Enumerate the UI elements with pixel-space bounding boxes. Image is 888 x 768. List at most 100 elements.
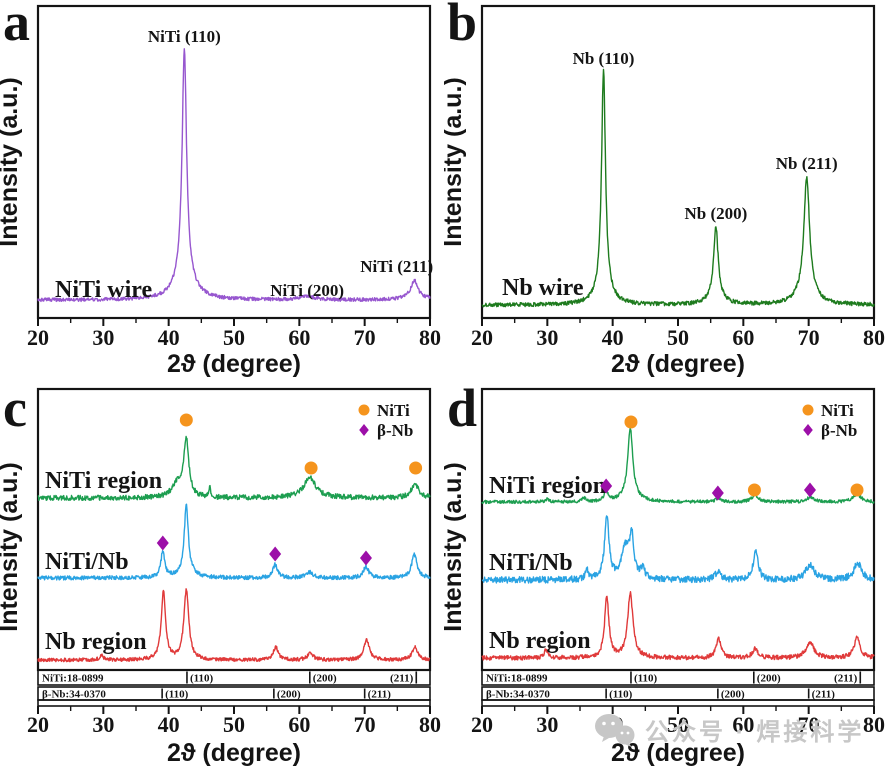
trace-nb-region — [37, 588, 431, 663]
x-tick-label: 60 — [732, 712, 754, 737]
y-axis-title: Intensity (a.u.) — [444, 77, 467, 246]
region-label: NiTi/Nb — [489, 550, 573, 576]
x-tick-label: 70 — [354, 712, 376, 737]
peak-label: Nb (200) — [684, 204, 747, 223]
ref-row-label: β-Nb:34-0370 — [486, 689, 550, 701]
x-tick-label: 20 — [471, 325, 493, 350]
ref-row-hkl-label: (200) — [721, 689, 745, 701]
panel-letter: b — [447, 0, 477, 52]
niti-marker-circle — [179, 413, 193, 427]
x-tick-label: 50 — [667, 325, 689, 350]
ref-row-hkl-label: (211) — [390, 673, 414, 685]
axis-strip-frame — [481, 699, 875, 707]
niti-marker-circle — [409, 461, 423, 475]
ref-row-hkl-label: (211) — [834, 673, 858, 685]
trace-nb-region — [481, 591, 875, 661]
niti-marker-circle — [304, 461, 318, 475]
beta-nb-marker-diamond — [803, 482, 816, 498]
trace-niti-region — [481, 427, 875, 505]
beta-nb-marker-diamond — [269, 546, 282, 562]
y-axis-title: Intensity (a.u.) — [444, 462, 467, 631]
beta-nb-marker-diamond — [600, 478, 613, 494]
trace-niti-region — [37, 435, 431, 501]
beta-nb-marker-diamond — [359, 424, 369, 436]
region-label: NiTi region — [489, 473, 606, 499]
niti-marker-circle — [802, 404, 814, 416]
x-tick-label: 60 — [732, 325, 754, 350]
x-tick-label: 50 — [667, 712, 689, 737]
ref-row-label: NiTi:18-0899 — [42, 673, 104, 685]
x-tick-label: 20 — [27, 325, 49, 350]
beta-nb-marker-diamond — [803, 424, 813, 436]
sample-annotation: NiTi wire — [55, 277, 152, 303]
x-tick-label: 60 — [288, 712, 310, 737]
ref-row-label: NiTi:18-0899 — [486, 673, 548, 685]
x-axis-title: 2ϑ (degree) — [167, 739, 301, 767]
panel-d: 20 30 40 50 60 70 80 2ϑ (degree) Intensity (a.u.… — [444, 380, 888, 768]
ref-row-label: β-Nb:34-0370 — [42, 689, 106, 701]
x-tick-label: 80 — [863, 712, 885, 737]
reference-row-frame — [481, 669, 875, 686]
legend-label: β-Nb — [821, 421, 857, 440]
trace-niti-nb — [37, 503, 431, 581]
x-tick-label: 80 — [419, 325, 441, 350]
peak-label: Nb (110) — [573, 49, 635, 68]
niti-marker-circle — [624, 415, 638, 429]
ref-row-hkl-label: (200) — [757, 673, 781, 685]
y-axis-title: Intensity (a.u.) — [0, 462, 23, 631]
legend-label: NiTi — [377, 401, 410, 420]
peak-label: NiTi (110) — [148, 27, 221, 46]
panel-letter: c — [3, 380, 27, 438]
xrd-plot-d: 20 30 40 50 60 70 80 2ϑ (degree) Intensity (a.u.… — [444, 380, 885, 767]
niti-marker-circle — [850, 483, 864, 497]
ref-row-hkl-label: (200) — [277, 689, 301, 701]
axis-strip-frame — [37, 699, 431, 707]
plot-frame — [36, 387, 432, 672]
ref-row-hkl-label: (200) — [313, 673, 337, 685]
xrd-plot-a: 20 30 40 50 60 70 80 2ϑ (degree) Intensity (a.u.… — [0, 0, 441, 378]
peak-label: NiTi (200) — [270, 281, 344, 300]
beta-nb-marker-diamond — [156, 535, 169, 551]
x-tick-label: 50 — [223, 325, 245, 350]
x-tick-label: 30 — [92, 712, 114, 737]
legend-label: β-Nb — [377, 421, 413, 440]
x-tick-label: 30 — [536, 325, 558, 350]
ref-row-hkl-label: (211) — [368, 689, 392, 701]
region-label: NiTi/Nb — [45, 549, 129, 575]
x-tick-label: 60 — [288, 325, 310, 350]
trace-niti-wire — [37, 48, 431, 303]
beta-nb-marker-diamond — [359, 550, 372, 566]
region-label: NiTi region — [45, 468, 162, 494]
legend-label: NiTi — [821, 401, 854, 420]
x-tick-label: 40 — [158, 325, 180, 350]
x-tick-label: 70 — [798, 712, 820, 737]
ref-row-hkl-label: (110) — [190, 673, 214, 685]
trace-niti-nb — [481, 515, 875, 584]
niti-marker-circle — [747, 483, 761, 497]
x-tick-label: 80 — [863, 325, 885, 350]
x-axis-title: 2ϑ (degree) — [611, 350, 745, 378]
x-tick-label: 70 — [354, 325, 376, 350]
x-tick-label: 80 — [419, 712, 441, 737]
xrd-plot-b: 20 30 40 50 60 70 80 2ϑ (degree) Intensity (a.u.… — [444, 0, 885, 378]
ref-row-hkl-label: (211) — [812, 689, 836, 701]
y-axis-title: Intensity (a.u.) — [0, 77, 23, 246]
x-tick-label: 40 — [158, 712, 180, 737]
niti-marker-circle — [358, 404, 370, 416]
x-axis-title: 2ϑ (degree) — [611, 739, 745, 767]
xrd-plot-c: 20 30 40 50 60 70 80 2ϑ (degree) Intensity (a.u.… — [0, 380, 441, 767]
x-tick-label: 40 — [602, 325, 624, 350]
x-axis-title: 2ϑ (degree) — [167, 350, 301, 378]
x-tick-label: 70 — [798, 325, 820, 350]
x-tick-label: 40 — [602, 712, 624, 737]
region-label: Nb region — [489, 628, 591, 654]
panel-a: 20 30 40 50 60 70 80 2ϑ (degree) Intensity (a.u.… — [0, 0, 444, 380]
panel-c: 20 30 40 50 60 70 80 2ϑ (degree) Intensity (a.u.… — [0, 380, 444, 768]
x-tick-label: 20 — [471, 712, 493, 737]
x-tick-label: 30 — [536, 712, 558, 737]
trace-nb-wire — [481, 68, 875, 308]
ref-row-hkl-label: (110) — [609, 689, 633, 701]
beta-nb-marker-diamond — [711, 485, 724, 501]
panel-b: 20 30 40 50 60 70 80 2ϑ (degree) Intensity (a.u.… — [444, 0, 888, 380]
